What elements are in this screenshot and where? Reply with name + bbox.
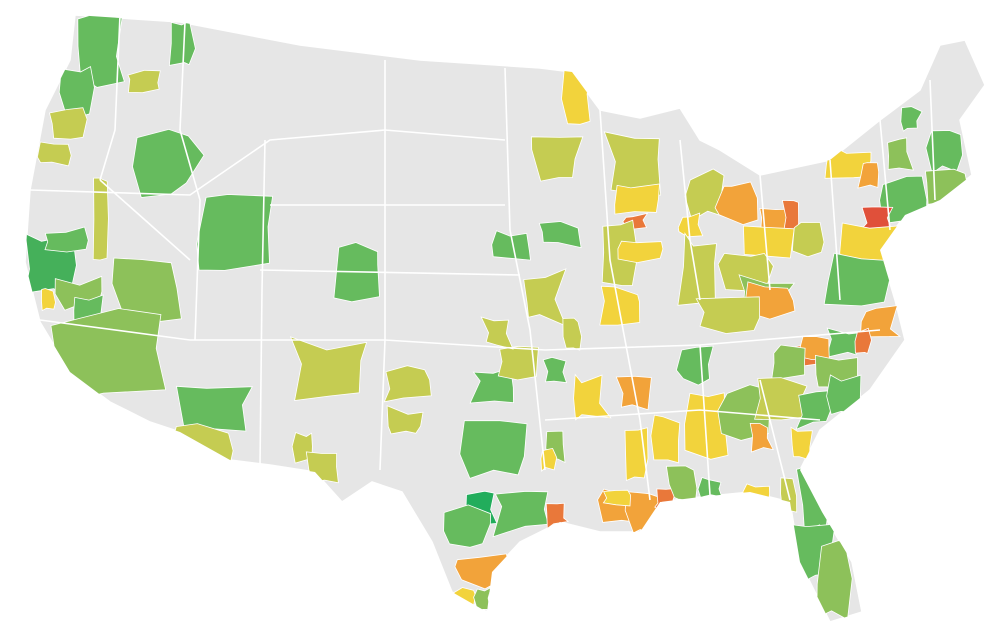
metro-region	[675, 345, 714, 386]
metro-region	[196, 194, 274, 271]
metro-region	[614, 183, 660, 215]
state-border	[879, 119, 891, 231]
state-border	[179, 21, 201, 341]
metro-region	[542, 356, 568, 384]
metro-region	[459, 420, 528, 479]
state-border	[39, 319, 881, 351]
metro-region	[305, 451, 339, 484]
metro-region	[684, 392, 729, 460]
metro-region	[791, 221, 825, 258]
metro-region	[473, 586, 492, 611]
metro-region	[49, 107, 88, 140]
state-border	[259, 269, 521, 276]
metro-region	[714, 181, 759, 226]
state-border	[259, 139, 266, 466]
metro-region	[480, 316, 514, 350]
metro-region	[826, 374, 862, 415]
metro-region	[111, 257, 182, 327]
metro-region	[562, 317, 583, 351]
metro-region	[854, 327, 872, 355]
state-lines	[29, 15, 936, 501]
state-border	[929, 79, 936, 201]
metro-region	[795, 390, 832, 431]
metro-region	[615, 375, 652, 411]
metro-region	[58, 65, 95, 118]
metro-region	[36, 141, 72, 167]
metro-region	[823, 252, 891, 307]
metro-region	[538, 221, 582, 249]
metro-region	[41, 288, 56, 312]
metro-region	[825, 327, 865, 358]
metro-region	[650, 414, 681, 464]
metro-region	[859, 305, 902, 338]
metro-region	[742, 225, 795, 259]
metro-region	[132, 128, 205, 198]
state-border	[639, 419, 651, 501]
metro-region	[790, 426, 813, 461]
metro-region	[602, 489, 632, 507]
metro-region	[771, 344, 806, 381]
state-border	[829, 159, 841, 301]
metro-region	[44, 226, 89, 253]
state-border	[759, 379, 791, 501]
state-border	[599, 109, 641, 421]
metro-region	[617, 240, 664, 264]
metro-region	[857, 162, 880, 189]
state-border	[679, 139, 701, 301]
metro-region	[677, 212, 704, 238]
metro-region	[695, 296, 761, 334]
metro-region	[176, 385, 253, 435]
metro-region	[924, 168, 972, 205]
metro-region	[92, 177, 109, 261]
metro-region	[900, 106, 923, 132]
metro-region	[289, 336, 368, 401]
metro-region	[531, 136, 584, 182]
metro-region	[599, 285, 641, 326]
metro-region	[127, 69, 161, 94]
state-border	[504, 67, 546, 471]
metro-region	[545, 502, 570, 530]
metro-region	[603, 131, 662, 196]
state-border	[99, 179, 191, 261]
metro-region	[887, 137, 915, 171]
metro-region	[925, 130, 963, 174]
state-border	[544, 409, 821, 421]
state-border	[29, 129, 506, 196]
state-border	[759, 174, 771, 291]
metro-region	[573, 373, 612, 421]
state-border	[699, 344, 711, 496]
state-border	[99, 15, 121, 181]
metro-region	[443, 504, 492, 548]
metro-region	[491, 230, 531, 261]
metro-region	[383, 365, 432, 403]
metro-region	[386, 405, 424, 435]
metro-region	[50, 308, 167, 402]
metro-region	[749, 422, 774, 453]
metro-region	[497, 345, 539, 381]
